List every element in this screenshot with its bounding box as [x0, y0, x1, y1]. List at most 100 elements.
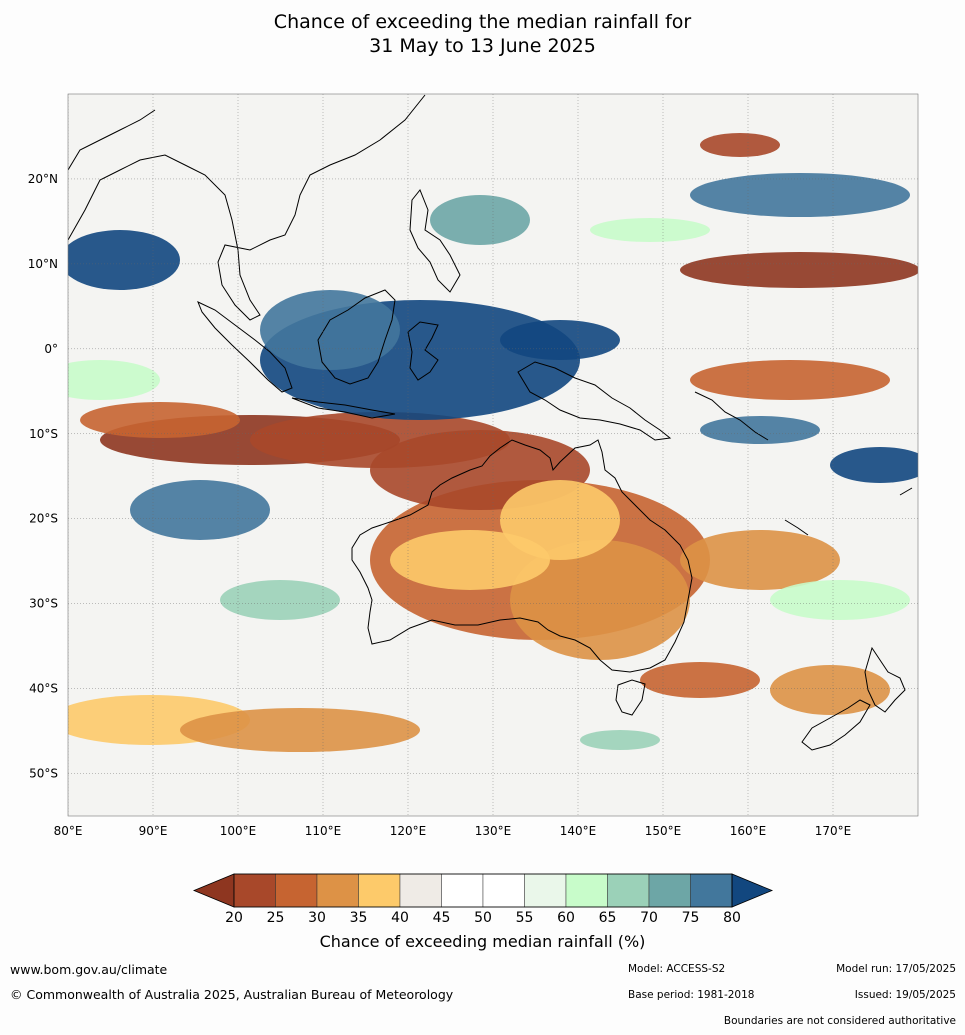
- anomaly-region: [220, 580, 340, 620]
- issued-text: Issued: 19/05/2025: [854, 989, 956, 1001]
- lon-tick-label: 100°E: [220, 824, 257, 838]
- anomaly-region: [590, 218, 710, 242]
- anomaly-region: [68, 360, 160, 400]
- colorbar-label: Chance of exceeding median rainfall (%): [319, 932, 646, 951]
- anomaly-region: [500, 480, 620, 560]
- sulawesi-coastline: [407, 321, 439, 381]
- colorbar-swatch: [482, 873, 525, 908]
- colorbar-swatch: [441, 873, 484, 908]
- new-zealand-north-coastline: [864, 646, 906, 713]
- colorbar-tick-label: 55: [516, 910, 534, 926]
- colorbar-swatch: [358, 873, 401, 908]
- map-frame: [67, 93, 919, 817]
- anomaly-region: [680, 530, 840, 590]
- website-text[interactable]: www.bom.gov.au/climate: [10, 962, 168, 977]
- lat-tick-label: 40°S: [29, 682, 58, 696]
- map-title-line2: 31 May to 13 June 2025: [369, 35, 596, 57]
- lat-tick-label: 30°S: [29, 597, 58, 611]
- lat-tick-label: 20°N: [28, 172, 58, 186]
- copyright-text: © Commonwealth of Australia 2025, Austra…: [10, 987, 454, 1002]
- anomaly-region: [580, 730, 660, 750]
- disclaimer-text: Boundaries are not considered authoritat…: [723, 1015, 956, 1027]
- anomaly-region: [700, 416, 820, 444]
- anomaly-region: [80, 402, 240, 438]
- map-title-line1: Chance of exceeding the median rainfall …: [273, 11, 692, 33]
- anomaly-region: [68, 230, 180, 290]
- lat-tick-label: 0°: [44, 342, 58, 356]
- anomaly-region: [640, 662, 760, 698]
- anomaly-region: [690, 360, 890, 400]
- colorbar-extend-high: [731, 873, 774, 908]
- colorbar-tick-label: 75: [682, 910, 700, 926]
- anomaly-region: [430, 195, 530, 245]
- model-text: Model: ACCESS-S2: [628, 963, 726, 975]
- colorbar-swatch: [607, 873, 650, 908]
- solomon-islands-coastline: [694, 391, 769, 441]
- colorbar-tick-label: 40: [391, 910, 409, 926]
- colorbar-swatch: [275, 873, 318, 908]
- colorbar-frame: [233, 873, 733, 908]
- colorbar-tick-label: 20: [225, 910, 243, 926]
- anomaly-region: [130, 480, 270, 540]
- lat-tick-label: 10°N: [28, 257, 58, 271]
- lon-tick-label: 80°E: [54, 824, 83, 838]
- india-coastline: [68, 109, 156, 171]
- anomaly-region: [680, 252, 918, 288]
- base-period-text: Base period: 1981-2018: [628, 989, 755, 1001]
- anomaly-region: [260, 290, 400, 370]
- colorbar-tick-label: 80: [723, 910, 741, 926]
- lat-tick-label: 10°S: [29, 427, 58, 441]
- colorbar-swatch: [565, 873, 608, 908]
- new-caledonia-coastline: [784, 519, 809, 536]
- model-run-text: Model run: 17/05/2025: [836, 963, 956, 975]
- tasmania-coastline: [615, 679, 646, 716]
- colorbar-tick-label: 30: [308, 910, 326, 926]
- philippines-coastline: [409, 189, 461, 293]
- colorbar-swatch: [648, 873, 691, 908]
- colorbar-tick-label: 45: [433, 910, 451, 926]
- lon-tick-label: 110°E: [305, 824, 342, 838]
- anomaly-region: [700, 133, 780, 157]
- australia-coastline: [351, 439, 693, 673]
- colorbar-swatch: [316, 873, 359, 908]
- anomaly-region: [510, 540, 690, 660]
- java-coastline: [291, 397, 396, 419]
- anomaly-region: [500, 320, 620, 360]
- colorbar-tick-label: 70: [640, 910, 658, 926]
- anomaly-region: [690, 173, 910, 217]
- borneo-coastline: [317, 289, 396, 385]
- anomaly-region: [830, 447, 918, 483]
- map-field: [68, 94, 918, 816]
- colorbar-tick-label: 50: [474, 910, 492, 926]
- anomaly-region: [250, 412, 510, 468]
- lon-tick-label: 160°E: [730, 824, 767, 838]
- colorbar-swatch: [524, 873, 567, 908]
- fiji-coastline: [899, 487, 913, 496]
- asia-mainland-coastline: [68, 94, 426, 321]
- sumatra-coastline: [197, 301, 293, 393]
- colorbar-swatch: [399, 873, 442, 908]
- new-zealand-south-coastline: [801, 699, 871, 751]
- lat-tick-label: 20°S: [29, 512, 58, 526]
- anomaly-region: [180, 708, 420, 752]
- lon-tick-label: 120°E: [390, 824, 427, 838]
- lon-tick-label: 150°E: [645, 824, 682, 838]
- colorbar-tick-label: 60: [557, 910, 575, 926]
- anomaly-region: [390, 530, 550, 590]
- lon-tick-label: 140°E: [560, 824, 597, 838]
- lat-tick-label: 50°S: [29, 767, 58, 781]
- new-guinea-coastline: [517, 361, 672, 441]
- colorbar-extend-low: [192, 873, 235, 908]
- lon-tick-label: 130°E: [475, 824, 512, 838]
- lon-tick-label: 90°E: [139, 824, 168, 838]
- colorbar-tick-label: 35: [350, 910, 368, 926]
- colorbar-tick-label: 65: [599, 910, 617, 926]
- anomaly-region: [770, 580, 910, 620]
- colorbar-tick-label: 25: [267, 910, 285, 926]
- anomaly-region: [770, 665, 890, 715]
- lon-tick-label: 170°E: [815, 824, 852, 838]
- colorbar-swatch: [690, 873, 733, 908]
- colorbar: [192, 873, 774, 908]
- colorbar-swatch: [233, 873, 276, 908]
